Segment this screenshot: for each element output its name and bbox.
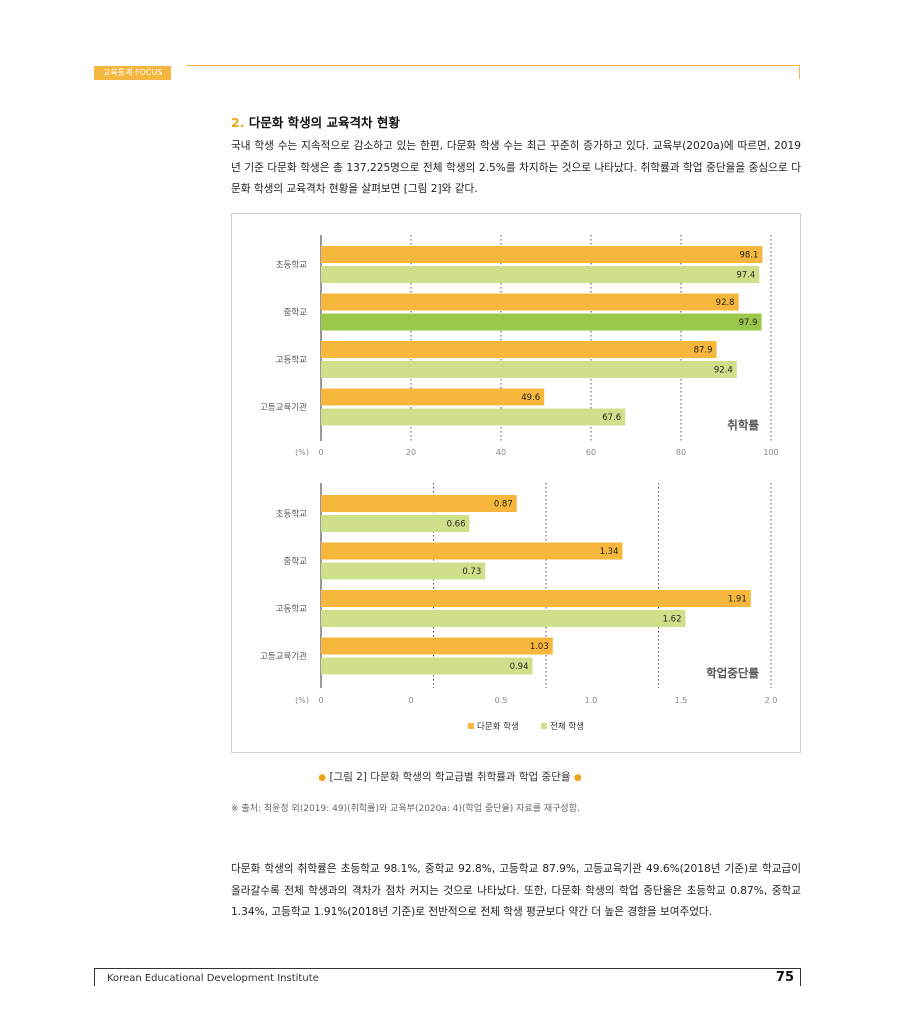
footer-institute: Korean Educational Development Institute <box>107 973 319 984</box>
unit-label: (%) <box>295 448 309 457</box>
bar <box>321 637 553 655</box>
data-label: 67.6 <box>602 413 621 423</box>
category-label: 초등학교 <box>276 260 307 271</box>
data-label: 0.87 <box>494 500 513 510</box>
header-rule <box>186 65 800 79</box>
panel-label: 취학률 <box>727 418 759 432</box>
data-label: 0.73 <box>462 567 481 577</box>
figure-chart: 0 20 40 60 80 100 (%) 초등학교 98.1 97.4 중학교 92.8 97.9 고등… <box>260 235 779 732</box>
data-label: 1.62 <box>663 615 682 625</box>
x-tick-label: 80 <box>676 448 686 457</box>
x-tick-label: 0 <box>318 696 323 705</box>
x-tick-label: 1.5 <box>675 696 688 705</box>
data-label: 98.1 <box>740 251 759 261</box>
x-tick-label: 40 <box>496 448 506 457</box>
figure-caption-text: [그림 2] 다문화 학생의 학교급별 취학률과 학업 중단율 <box>329 771 571 783</box>
data-label: 1.91 <box>728 595 747 605</box>
data-label: 1.03 <box>530 642 549 652</box>
panel-label: 학업중단률 <box>706 666 759 680</box>
bar <box>321 266 760 283</box>
caption-dot-right: ● <box>573 773 582 783</box>
x-tick-label: 0.5 <box>495 696 508 705</box>
category-label: 고등교육기관 <box>260 402 307 413</box>
data-label: 97.4 <box>736 271 755 281</box>
bar <box>321 246 763 263</box>
bar <box>321 562 486 580</box>
bar <box>321 610 686 627</box>
bar <box>321 542 623 560</box>
source-note: ※ 출처: 최윤정 외(2019: 49)(취학률)와 교육부(2020a: 4… <box>231 804 580 814</box>
x-tick-label: 100 <box>763 448 778 457</box>
bar <box>321 590 751 607</box>
x-tick-label: 2.0 <box>765 696 778 705</box>
bar <box>321 388 545 406</box>
summary-paragraph: 다문화 학생의 취학률은 초등학교 98.1%, 중학교 92.8%, 고등학교… <box>231 863 801 918</box>
category-label: 고등교육기관 <box>260 651 307 662</box>
legend-label: 다문화 학생 <box>477 721 519 732</box>
intro-paragraph: 국내 학생 수는 지속적으로 감소하고 있는 한편, 다문화 학생 수는 최근 … <box>231 140 801 195</box>
bar <box>321 313 762 331</box>
category-label: 고등학교 <box>276 355 307 366</box>
bar <box>321 657 533 675</box>
legend-swatch-all <box>541 723 547 729</box>
data-label: 1.34 <box>600 547 619 557</box>
data-label: 0.66 <box>447 520 466 530</box>
bar <box>321 341 717 358</box>
page-number: 75 <box>775 970 794 985</box>
header-tag: 교육통계 FOCUS <box>94 66 172 80</box>
bar <box>321 293 739 311</box>
category-label: 중학교 <box>284 307 308 318</box>
x-tick-label: 60 <box>586 448 596 457</box>
bar <box>321 495 517 512</box>
section-title: 2. 다문화 학생의 교육격차 현황 <box>231 112 400 131</box>
x-tick-label: 0 <box>408 696 413 705</box>
x-tick-label: 1.0 <box>585 696 598 705</box>
unit-label: (%) <box>295 696 309 705</box>
legend-swatch-multicultural <box>468 723 474 729</box>
data-label: 49.6 <box>521 393 540 403</box>
legend-label: 전체 학생 <box>550 721 584 732</box>
x-tick-label: 20 <box>406 448 416 457</box>
bar <box>321 515 470 532</box>
bar <box>321 361 737 378</box>
category-label: 중학교 <box>284 556 308 567</box>
x-tick-label: 0 <box>318 448 323 457</box>
figure-frame <box>231 213 801 753</box>
data-label: 0.94 <box>510 662 529 672</box>
section-number: 2. <box>231 115 245 130</box>
caption-dot-left: ● <box>318 773 327 783</box>
category-label: 초등학교 <box>276 509 307 520</box>
figure-caption: ● [그림 2] 다문화 학생의 학교급별 취학률과 학업 중단율 ● <box>0 769 900 784</box>
category-label: 고등학교 <box>276 604 307 615</box>
section-title-text: 다문화 학생의 교육격차 현황 <box>248 115 400 130</box>
data-label: 92.8 <box>716 298 735 308</box>
data-label: 97.9 <box>739 318 758 328</box>
footer-rule <box>94 968 801 986</box>
bar <box>321 408 626 426</box>
data-label: 92.4 <box>714 366 733 376</box>
data-label: 87.9 <box>694 346 713 356</box>
